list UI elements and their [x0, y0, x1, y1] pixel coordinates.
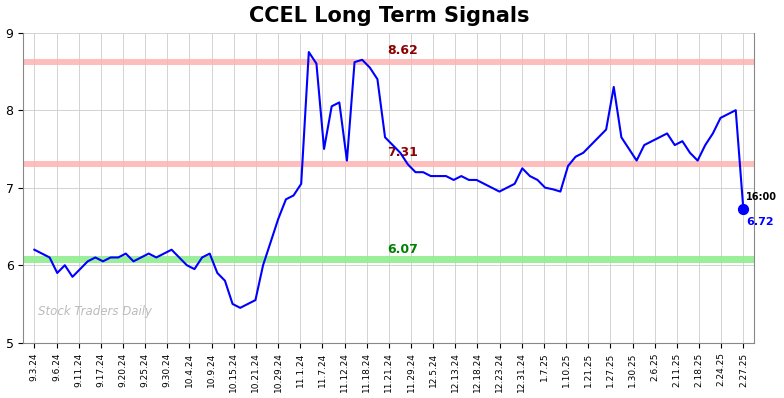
- Text: 6.07: 6.07: [387, 243, 419, 256]
- Text: Stock Traders Daily: Stock Traders Daily: [38, 305, 152, 318]
- Bar: [24, 59, 754, 65]
- Text: 7.31: 7.31: [387, 146, 419, 159]
- Bar: [24, 256, 754, 263]
- Text: 6.72: 6.72: [746, 217, 774, 227]
- Text: 16:00: 16:00: [746, 192, 777, 202]
- Title: CCEL Long Term Signals: CCEL Long Term Signals: [249, 6, 529, 25]
- Point: [737, 206, 750, 213]
- Bar: [24, 160, 754, 167]
- Text: 8.62: 8.62: [387, 44, 419, 57]
